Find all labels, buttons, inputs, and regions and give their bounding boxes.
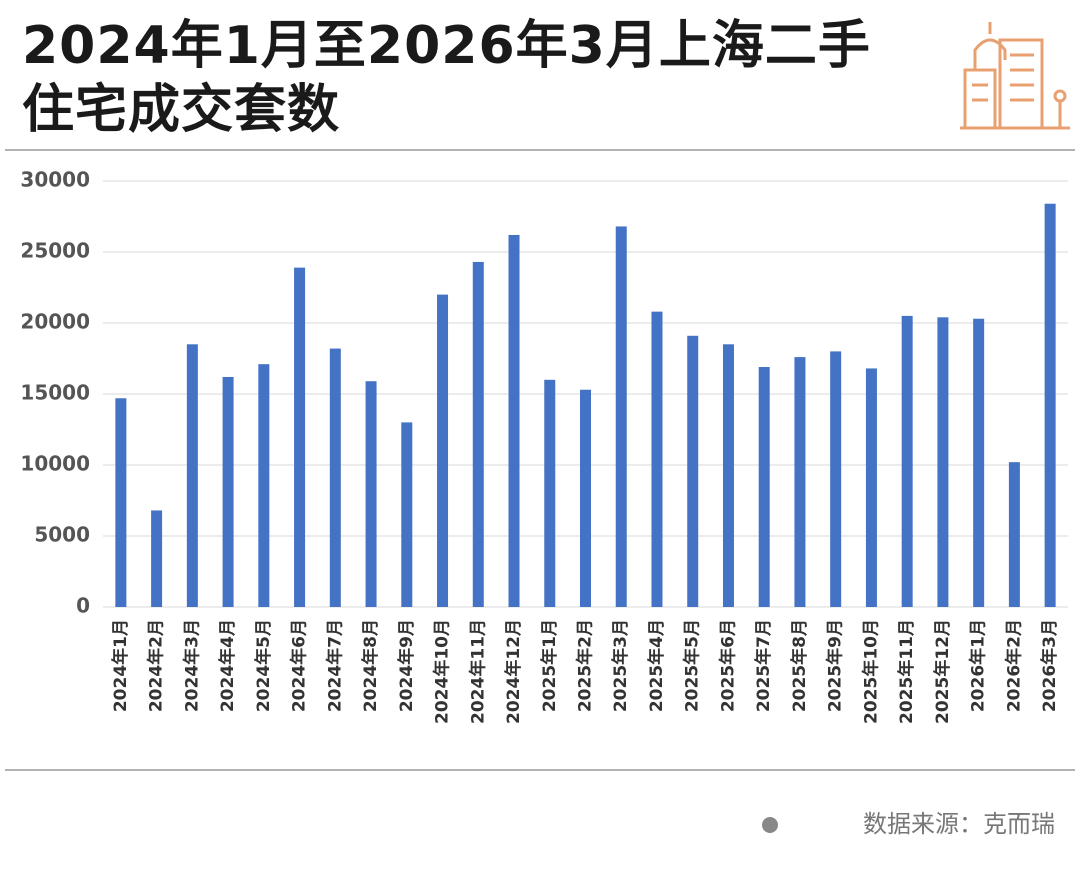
bar [651,311,663,607]
x-tick-label: 2025年1月 [539,619,560,712]
bar [222,376,234,607]
x-tick-label: 2024年10月 [432,619,453,724]
x-tick-label: 2024年5月 [253,619,274,712]
bar [794,357,806,607]
bar [186,344,198,607]
y-tick-label: 10000 [20,452,90,476]
bar [258,364,270,607]
bar [722,344,734,607]
bar [294,267,306,607]
bar [329,348,341,607]
bar [1008,462,1020,607]
y-tick-label: 25000 [20,239,90,263]
x-tick-label: 2024年11月 [467,619,488,724]
x-tick-label: 2025年8月 [789,619,810,712]
x-tick-label: 2025年10月 [860,619,881,724]
bar [437,294,449,607]
bar [973,318,985,607]
x-tick-label: 2025年5月 [682,619,703,712]
x-tick-label: 2024年4月 [217,619,238,712]
x-tick-label: 2024年2月 [146,619,167,712]
x-tick-label: 2024年12月 [503,619,524,724]
bar [901,315,913,607]
bar [508,234,520,607]
x-tick-label: 2024年9月 [396,619,417,712]
bar [580,389,591,607]
x-tick-label: 2025年9月 [825,619,846,712]
source-dot [762,817,778,833]
x-tick-label: 2026年1月 [968,619,989,712]
bar [937,317,949,607]
x-tick-label: 2025年3月 [610,619,631,712]
y-tick-label: 0 [76,594,90,618]
y-tick-label: 20000 [20,310,90,334]
bar [758,367,770,607]
x-tick-label: 2024年3月 [181,619,202,712]
y-tick-label: 15000 [20,381,90,405]
x-tick-label: 2025年4月 [646,619,667,712]
x-tick-label: 2026年2月 [1003,619,1024,712]
y-tick-label: 5000 [34,523,90,547]
bar [1044,203,1056,607]
bar [472,261,484,607]
bar [830,351,842,607]
bar [615,226,627,607]
x-tick-label: 2025年12月 [932,619,953,724]
bar [401,422,413,607]
chart-title: 2024年1月至2026年3月上海二手住宅成交套数 [22,16,871,140]
bar [865,368,877,607]
bar [544,379,556,607]
x-tick-label: 2024年1月 [110,619,131,712]
x-tick-label: 2024年8月 [360,619,381,712]
x-tick-label: 2024年6月 [289,619,310,712]
bar [687,335,699,607]
y-tick-label: 30000 [20,168,90,192]
x-tick-label: 2025年6月 [717,619,738,712]
bar [365,381,377,607]
bar [151,510,163,607]
x-tick-label: 2025年2月 [575,619,596,712]
x-tick-label: 2025年7月 [753,619,774,712]
x-tick-label: 2024年7月 [324,619,345,712]
x-tick-label: 2026年3月 [1039,619,1060,712]
bar [115,398,127,607]
source: 数据来源：克而瑞 [863,810,1055,838]
building-icon [960,22,1070,130]
x-tick-label: 2025年11月 [896,619,917,724]
